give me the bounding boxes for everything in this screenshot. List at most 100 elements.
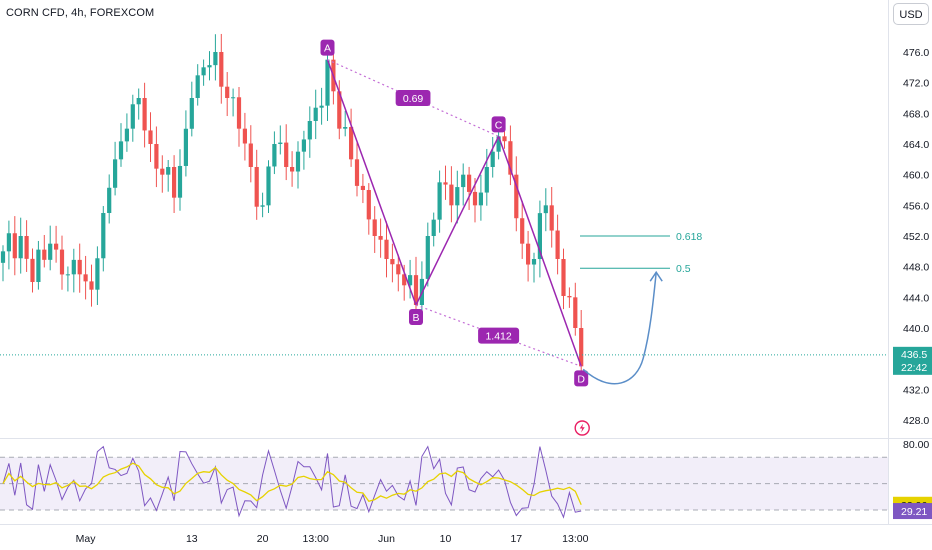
pivot-badge-c [491, 116, 506, 133]
candle-body [6, 233, 11, 252]
candle-body [449, 184, 454, 206]
time-tick-label: 20 [257, 533, 269, 545]
candle-body [195, 75, 200, 98]
harmonic-pattern[interactable]: 0.69 1.412 A B C D [320, 39, 589, 387]
candle-body [207, 65, 212, 68]
candle-body [579, 328, 584, 367]
candle-body [172, 167, 177, 198]
candle-body [30, 258, 35, 282]
fib-levels: 0.618 0.5 [580, 231, 702, 275]
candle-body [301, 139, 306, 152]
candle-body [337, 91, 342, 129]
currency-button[interactable]: USD [893, 3, 929, 25]
alert-icon[interactable] [574, 420, 590, 436]
candle-body [378, 236, 383, 240]
candle-body [12, 233, 17, 259]
price-tick-label: 440.0 [903, 323, 929, 335]
ratio-label: 0.69 [403, 93, 424, 105]
price-tick-label: 472.0 [903, 78, 929, 90]
candle-body [354, 159, 360, 186]
candle-body [396, 264, 401, 275]
time-axis[interactable]: May 13 20 13:00 Jun 10 17 13:00 [76, 533, 589, 545]
price-tick-label: 456.0 [903, 200, 929, 212]
candle-body [461, 174, 466, 188]
price-tick-label: 444.0 [903, 292, 929, 304]
candle-body [18, 236, 23, 259]
pivot-badge-a [320, 39, 335, 56]
candle-body [307, 121, 312, 140]
candle-body [413, 275, 419, 305]
candle-body [183, 128, 188, 166]
candle-body [443, 182, 448, 185]
alert-ring [574, 420, 590, 436]
candle-body [231, 97, 236, 99]
candle-body [160, 168, 165, 175]
candle-body [136, 98, 141, 105]
candle-body [508, 141, 513, 175]
candle-body [496, 136, 501, 152]
candle-body [272, 144, 277, 167]
candle-body [177, 165, 183, 198]
price-tick-label: 476.0 [903, 47, 929, 59]
last-price-label: 436.5 [901, 349, 927, 361]
candle-body [490, 151, 495, 167]
candle-body [478, 192, 483, 206]
ratio-line [415, 304, 582, 367]
candle-body [65, 274, 70, 276]
candle-body [154, 144, 159, 169]
projection-curve [582, 272, 657, 385]
price-tick-label: 460.0 [903, 170, 929, 182]
candle-body [484, 167, 489, 193]
price-tags: 436.522:4233.9629.21 [0, 346, 932, 520]
candle-body [236, 97, 242, 129]
time-tick-label: 10 [440, 533, 452, 545]
candle-body [313, 107, 318, 121]
candle-body [366, 190, 371, 220]
candle-body [402, 274, 407, 286]
candle-body [284, 142, 289, 167]
candle-body [59, 249, 65, 275]
price-tick-label: 428.0 [903, 415, 929, 427]
candle-body [349, 127, 354, 160]
candle-body [467, 174, 472, 192]
time-tick-label: 17 [510, 533, 522, 545]
projection-arrow [582, 270, 663, 385]
candle-body [567, 295, 572, 298]
candle-body [319, 105, 324, 108]
projection-arrowhead [649, 270, 663, 282]
time-tick-label: 13:00 [562, 533, 588, 545]
rsi-tick-label: 80.00 [903, 439, 929, 451]
rsi-value: 29.21 [901, 506, 927, 518]
candle-body [166, 167, 171, 175]
candle-body [561, 259, 566, 296]
ratio-badge [395, 90, 431, 106]
candle-body [372, 219, 377, 236]
candle-body [107, 187, 112, 213]
time-tick-label: Jun [378, 533, 395, 545]
candle-body [113, 159, 118, 188]
pivot-badge-d [574, 370, 589, 387]
time-tick-label: 13:00 [303, 533, 329, 545]
pivot-label: C [495, 119, 503, 131]
pattern-leg-AB [326, 59, 417, 306]
pattern-leg-BC [415, 136, 500, 306]
candle-body [325, 59, 330, 106]
candle-body [343, 127, 348, 129]
rsi-ma-line [2, 462, 582, 506]
candle-body [213, 52, 218, 66]
candle-body [54, 243, 59, 250]
candle-body [390, 259, 395, 265]
candle-body [118, 141, 124, 160]
candle-body [24, 236, 29, 259]
fib-label: 0.618 [676, 231, 702, 243]
candle-body [71, 259, 76, 275]
candle-body [242, 128, 247, 144]
time-tick-label: 13 [186, 533, 198, 545]
candle-body [148, 130, 153, 144]
candle-body [248, 143, 253, 167]
candle-body [514, 174, 519, 219]
candle-body [124, 128, 129, 142]
price-axis[interactable]: 476.0 472.0 468.0 464.0 460.0 456.0 452.0 448.0… [903, 47, 929, 451]
price-tick-label: 468.0 [903, 108, 929, 120]
